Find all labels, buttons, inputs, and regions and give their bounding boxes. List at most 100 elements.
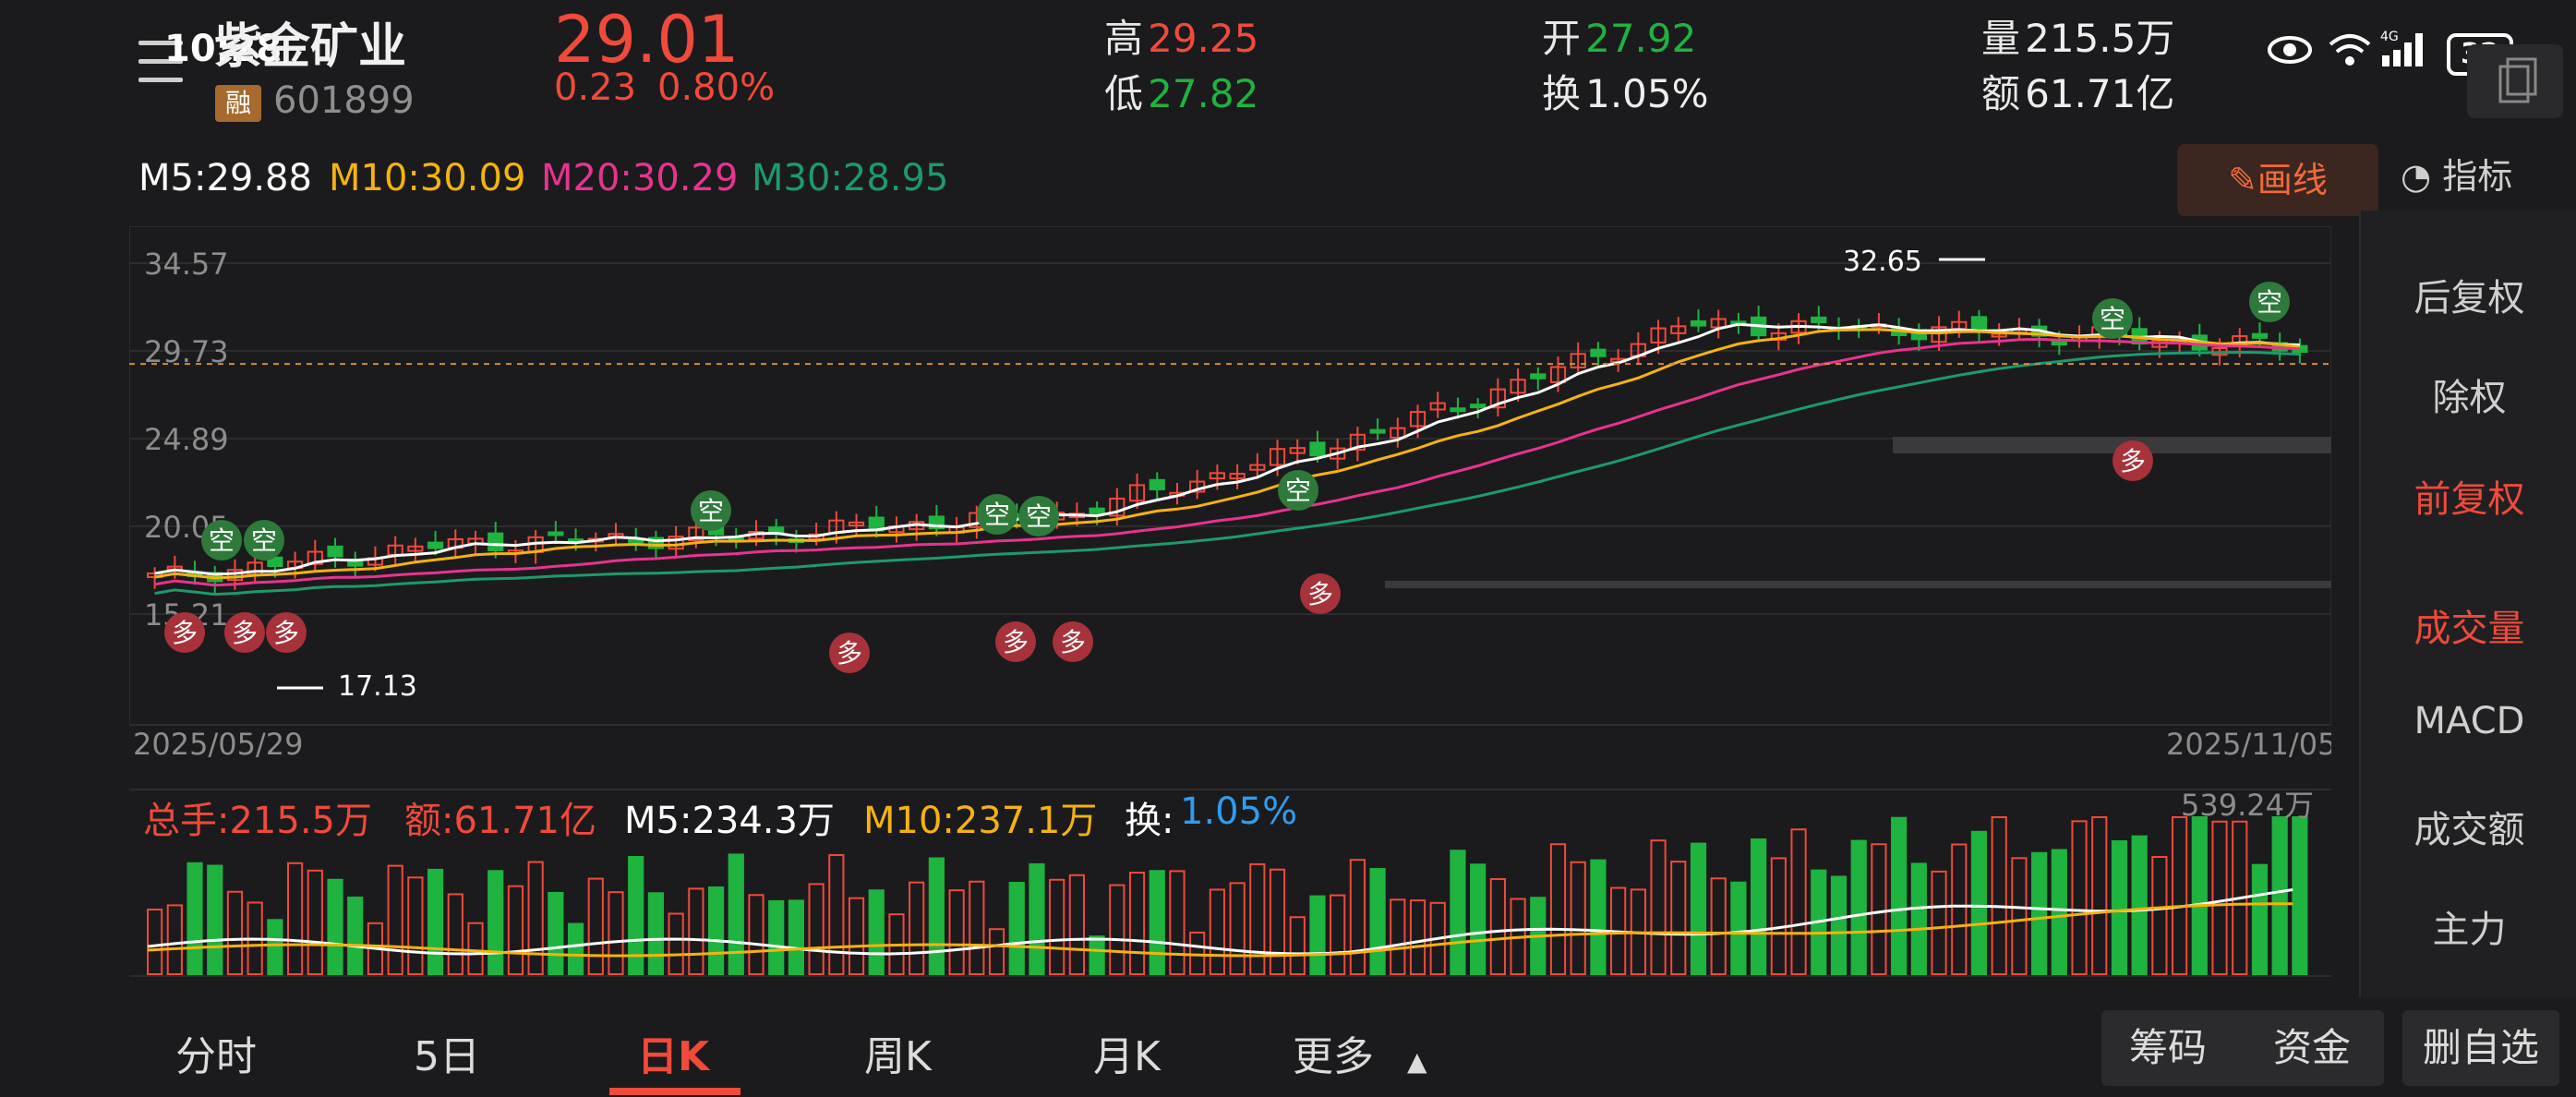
draw-line-label: 画线	[2257, 160, 2328, 200]
sell-signal-marker	[977, 494, 1017, 535]
amount-label: 额	[1981, 71, 2021, 116]
rp-main-force[interactable]: 主力	[2432, 909, 2507, 951]
volume-bar	[1910, 862, 1927, 975]
buy-signal-label: 多	[1307, 579, 1333, 609]
share-button[interactable]	[2467, 44, 2563, 118]
x-axis-start: 2025/05/29	[133, 727, 303, 762]
candle-body	[1470, 404, 1487, 409]
chips-button[interactable]: 筹码	[2129, 1025, 2208, 1070]
candle-body	[1510, 379, 1526, 394]
rp-macd[interactable]: MACD	[2413, 700, 2525, 742]
volume-bar	[868, 889, 885, 975]
y-tick-label: 24.89	[144, 422, 229, 457]
volume-bar	[2011, 857, 2028, 975]
low-annotation: 17.13	[338, 670, 417, 703]
vol-ma5-line	[147, 888, 2293, 956]
buy-signal-label: 多	[1003, 627, 1029, 657]
volume-bar	[567, 922, 584, 976]
tab-intraday[interactable]: 分时	[175, 1033, 257, 1080]
volume-bar	[1670, 861, 1687, 975]
remove-watchlist-button[interactable]: 删自选	[2402, 1010, 2559, 1086]
funds-button[interactable]: 资金	[2273, 1025, 2352, 1070]
buy-signal-label: 多	[273, 618, 299, 648]
rp-post-adjusted[interactable]: 后复权	[2413, 277, 2525, 319]
rp-pre-adjusted[interactable]: 前复权	[2413, 478, 2525, 521]
volume-bar	[1049, 878, 1065, 976]
sell-signal-label: 空	[251, 525, 277, 556]
volume-bar	[507, 885, 524, 976]
volume-bar	[1409, 899, 1426, 976]
rp-amount[interactable]: 成交额	[2413, 809, 2525, 851]
volume-bar	[707, 886, 725, 975]
sell-signal-label: 空	[698, 496, 724, 526]
ma20-line	[154, 337, 2300, 587]
tab-weekly-k[interactable]: 周K	[864, 1033, 932, 1080]
volume-ma-lines	[147, 888, 2293, 958]
candle-body	[1149, 478, 1165, 490]
candle-body	[407, 545, 424, 552]
volume-bar	[828, 853, 845, 976]
draw-line-button[interactable]: ✎画线	[2177, 144, 2378, 216]
buy-signal-marker	[2113, 440, 2153, 481]
tab-daily-k[interactable]: 日K	[637, 1033, 710, 1080]
candle-body	[1409, 411, 1426, 428]
volume-bar	[548, 891, 564, 975]
volume-bar	[387, 864, 403, 975]
volume-bar	[587, 877, 604, 975]
high-value: 29.25	[1148, 16, 1259, 61]
amount-value: 61.71亿	[2025, 71, 2175, 116]
rp-volume[interactable]: 成交量	[2413, 608, 2525, 650]
volume-bar	[307, 869, 323, 976]
candle-body	[1309, 441, 1326, 457]
candle-body	[1970, 316, 1988, 332]
volume-bar	[688, 887, 704, 975]
buy-signal-marker	[1300, 573, 1341, 614]
tab-5day[interactable]: 5日	[414, 1033, 480, 1080]
volume-bar	[647, 892, 665, 975]
rp-ex-rights[interactable]: 除权	[2432, 377, 2507, 419]
indicator-label: 指标	[2442, 156, 2513, 197]
volume-bar	[187, 862, 203, 976]
volume-bar	[2271, 816, 2288, 975]
active-tab-indicator	[609, 1088, 740, 1095]
quote-amount: 额 61.71亿	[1981, 63, 2174, 119]
volume-bar	[928, 857, 945, 975]
low-label: 低	[1104, 71, 1144, 116]
volume-bar	[1068, 874, 1085, 976]
candle-body	[1931, 326, 1947, 344]
vol-total: 总手:215.5万	[143, 800, 372, 842]
buy-signal-marker	[266, 612, 307, 653]
candle-body	[1089, 507, 1105, 514]
volume-bar	[1710, 877, 1727, 975]
chips-funds-group: 筹码 资金	[2101, 1010, 2384, 1086]
volume-bar	[347, 896, 364, 975]
volume-bar	[1149, 870, 1165, 976]
sell-signal-marker	[2249, 282, 2290, 322]
volume-bar	[1770, 857, 1787, 975]
volume-bar	[2091, 816, 2108, 975]
volume-bar	[808, 883, 825, 975]
y-tick-label: 34.57	[144, 247, 229, 282]
vol-m10: M10:237.1万	[863, 800, 1098, 842]
tab-monthly-k[interactable]: 月K	[1093, 1033, 1161, 1080]
resistance-band	[1893, 437, 2331, 453]
volume-bar	[1169, 870, 1186, 976]
sell-signal-label: 空	[984, 500, 1010, 530]
volume-bar	[267, 919, 283, 975]
indicator-button[interactable]: ◔ 指标	[2401, 148, 2512, 199]
volume-bar	[1871, 843, 1887, 976]
caret-up-icon: ▲	[1407, 1046, 1427, 1077]
tab-more[interactable]: 更多 ▲	[1293, 1023, 1427, 1082]
sell-signal-label: 空	[209, 525, 235, 556]
volume-bar	[1730, 881, 1747, 976]
sell-signal-marker	[201, 520, 242, 561]
stock-name: 紫金矿业	[214, 19, 407, 75]
candle-body	[1670, 325, 1687, 334]
volume-bar	[1029, 862, 1045, 975]
menu-icon[interactable]	[138, 41, 190, 87]
sell-signal-label: 空	[1026, 501, 1052, 532]
volume-bar	[1289, 916, 1306, 975]
price-change-pct: 0.80%	[657, 66, 776, 109]
